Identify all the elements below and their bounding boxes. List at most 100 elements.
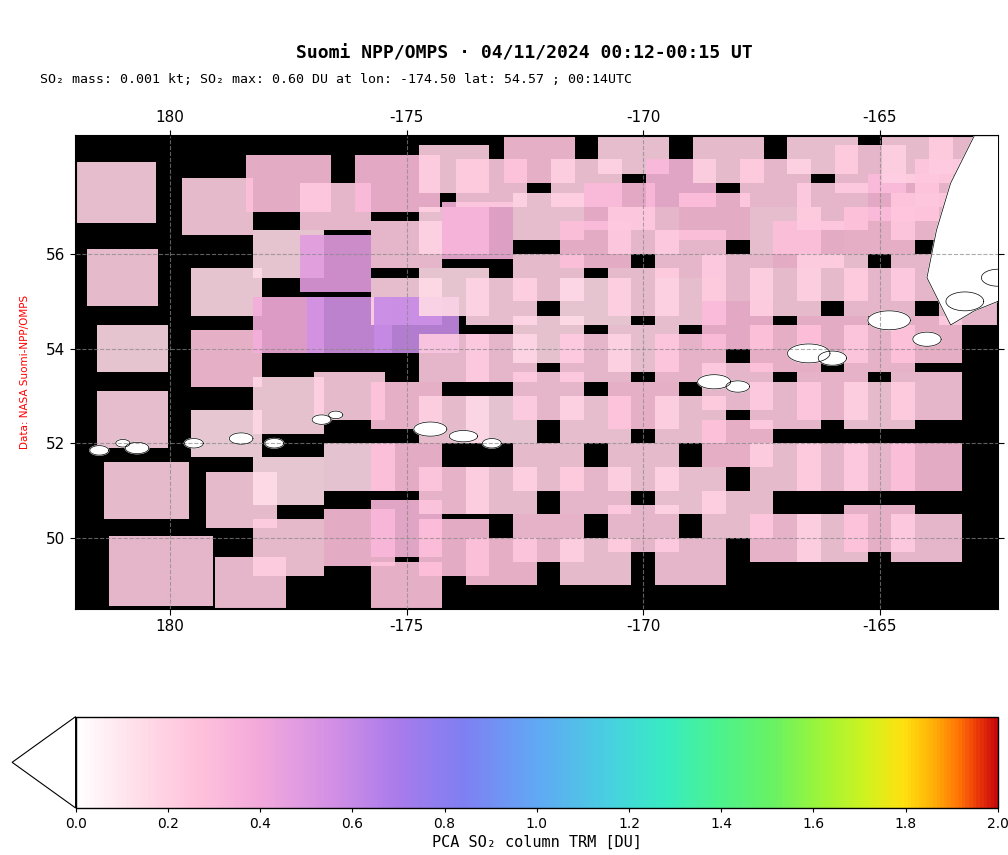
Bar bbox=[374, 297, 459, 353]
Bar bbox=[655, 538, 726, 585]
Text: Data: NASA Suomi-NPP/OMPS: Data: NASA Suomi-NPP/OMPS bbox=[20, 295, 30, 450]
Bar bbox=[703, 254, 773, 301]
Bar bbox=[655, 278, 726, 325]
Bar bbox=[844, 207, 915, 254]
Bar bbox=[560, 278, 631, 325]
Bar bbox=[835, 145, 905, 192]
X-axis label: PCA SO₂ column TRM [DU]: PCA SO₂ column TRM [DU] bbox=[431, 835, 642, 850]
Bar bbox=[253, 377, 324, 433]
Bar bbox=[740, 160, 811, 207]
Bar bbox=[466, 467, 536, 514]
Bar bbox=[703, 491, 773, 538]
Bar bbox=[891, 443, 963, 491]
Bar bbox=[750, 207, 821, 254]
Bar bbox=[371, 278, 443, 325]
Polygon shape bbox=[787, 344, 830, 363]
Bar bbox=[844, 382, 915, 429]
Bar bbox=[253, 457, 324, 504]
Bar bbox=[560, 334, 631, 382]
Bar bbox=[938, 278, 1008, 325]
Bar bbox=[513, 443, 584, 491]
Bar bbox=[97, 392, 167, 448]
Bar bbox=[608, 325, 678, 372]
Bar bbox=[598, 127, 669, 174]
Polygon shape bbox=[698, 374, 731, 389]
Bar bbox=[457, 160, 527, 207]
Bar bbox=[678, 192, 750, 240]
Bar bbox=[844, 443, 915, 491]
Bar bbox=[513, 192, 584, 240]
Bar bbox=[645, 160, 717, 207]
Bar bbox=[655, 396, 726, 443]
Text: Suomi NPP/OMPS · 04/11/2024 00:12-00:15 UT: Suomi NPP/OMPS · 04/11/2024 00:12-00:15 … bbox=[295, 44, 753, 62]
Polygon shape bbox=[90, 445, 109, 455]
Bar bbox=[355, 155, 439, 211]
Polygon shape bbox=[265, 439, 283, 448]
Bar bbox=[797, 315, 868, 363]
Bar bbox=[844, 325, 915, 372]
Bar bbox=[750, 382, 821, 429]
Bar bbox=[418, 207, 490, 254]
Bar bbox=[844, 504, 915, 552]
Bar bbox=[466, 538, 536, 585]
Bar bbox=[844, 268, 915, 315]
Bar bbox=[703, 420, 773, 467]
Bar bbox=[371, 500, 443, 557]
Bar bbox=[915, 160, 986, 207]
Polygon shape bbox=[125, 442, 149, 454]
Bar bbox=[797, 514, 868, 562]
Bar bbox=[608, 504, 678, 552]
Polygon shape bbox=[450, 431, 478, 442]
Bar bbox=[787, 127, 859, 174]
Bar bbox=[703, 363, 773, 410]
Bar bbox=[246, 155, 331, 211]
Bar bbox=[371, 443, 443, 491]
Bar bbox=[215, 557, 286, 614]
Bar bbox=[466, 278, 536, 325]
Bar bbox=[418, 268, 490, 315]
Bar bbox=[371, 382, 443, 429]
Bar bbox=[192, 268, 262, 315]
Bar bbox=[797, 443, 868, 491]
Bar bbox=[551, 160, 622, 207]
Polygon shape bbox=[0, 442, 19, 454]
Polygon shape bbox=[414, 422, 447, 436]
Bar bbox=[371, 221, 443, 268]
Bar bbox=[324, 443, 395, 491]
Bar bbox=[868, 174, 938, 221]
Bar bbox=[560, 467, 631, 514]
Bar bbox=[418, 519, 490, 575]
Bar bbox=[750, 514, 821, 562]
Text: SO₂ mass: 0.001 kt; SO₂ max: 0.60 DU at lon: -174.50 lat: 54.57 ; 00:14UTC: SO₂ mass: 0.001 kt; SO₂ max: 0.60 DU at … bbox=[40, 73, 632, 86]
Bar bbox=[253, 297, 324, 353]
Bar bbox=[560, 221, 631, 268]
Bar bbox=[608, 268, 678, 315]
Bar bbox=[371, 562, 443, 609]
Bar bbox=[608, 207, 678, 254]
Polygon shape bbox=[946, 292, 984, 311]
Bar bbox=[655, 467, 726, 514]
Bar bbox=[182, 179, 253, 235]
Bar bbox=[929, 127, 1000, 174]
Polygon shape bbox=[312, 415, 331, 424]
Bar bbox=[750, 268, 821, 315]
Bar bbox=[513, 514, 584, 562]
Bar bbox=[797, 372, 868, 420]
Bar bbox=[418, 467, 490, 514]
Bar bbox=[71, 162, 156, 223]
Bar bbox=[703, 301, 773, 349]
Bar bbox=[608, 382, 678, 429]
Polygon shape bbox=[483, 439, 501, 448]
Bar bbox=[300, 183, 371, 231]
Bar bbox=[655, 231, 726, 278]
Bar bbox=[504, 136, 575, 183]
Polygon shape bbox=[726, 380, 750, 392]
Bar bbox=[418, 334, 490, 382]
Bar bbox=[418, 145, 490, 192]
Bar bbox=[466, 396, 536, 443]
Bar bbox=[655, 334, 726, 382]
Bar bbox=[773, 221, 845, 268]
Polygon shape bbox=[913, 332, 941, 346]
Polygon shape bbox=[982, 269, 1008, 286]
Bar bbox=[797, 183, 868, 231]
